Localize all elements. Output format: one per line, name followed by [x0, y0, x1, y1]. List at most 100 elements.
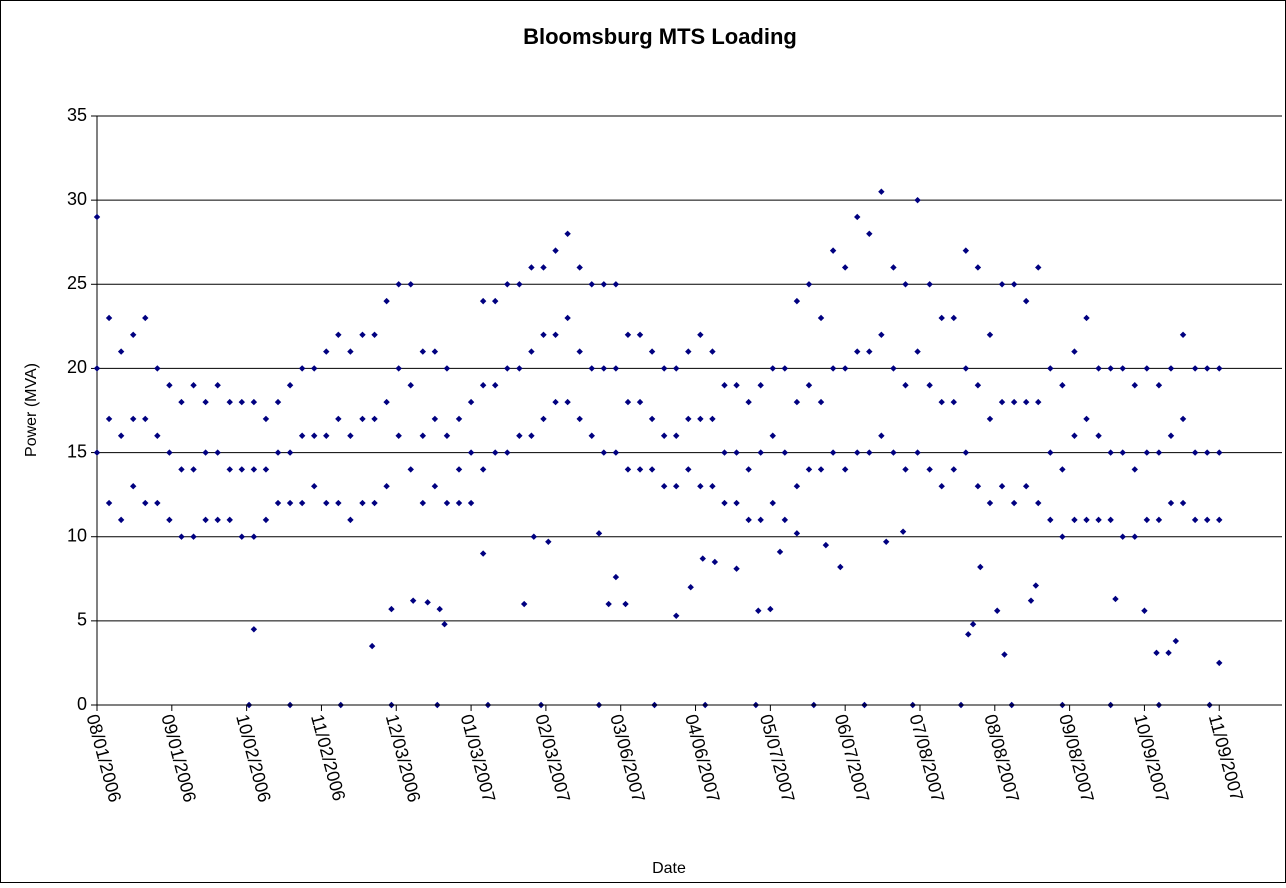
point: [226, 466, 233, 473]
point: [388, 605, 395, 613]
point: [612, 281, 620, 288]
point: [467, 499, 475, 507]
point: [311, 432, 318, 439]
point: [890, 449, 897, 456]
point: [1107, 449, 1114, 456]
point: [829, 247, 837, 254]
point: [793, 530, 801, 537]
point: [431, 483, 439, 490]
point: [419, 499, 427, 507]
point: [974, 264, 982, 271]
point: [1119, 365, 1126, 372]
point: [1071, 432, 1078, 439]
point: [588, 432, 595, 439]
point: [250, 398, 258, 406]
point: [130, 415, 137, 423]
point: [890, 365, 897, 372]
point: [709, 348, 716, 355]
point: [829, 449, 837, 456]
point: [214, 449, 221, 456]
y-axis-label: Power (MVA): [23, 363, 40, 457]
point: [424, 599, 431, 606]
point: [1010, 499, 1018, 507]
point: [767, 605, 774, 613]
point: [757, 516, 764, 524]
point: [419, 432, 427, 439]
point: [882, 538, 890, 545]
point: [1179, 499, 1187, 507]
point: [1155, 516, 1163, 524]
point: [636, 466, 644, 473]
point: [899, 528, 907, 535]
point: [986, 331, 994, 338]
point: [878, 331, 885, 338]
point: [395, 365, 402, 372]
y-tick-label: 35: [67, 105, 87, 125]
point: [117, 348, 125, 355]
point: [965, 631, 972, 638]
point: [1216, 365, 1223, 372]
point: [998, 398, 1006, 406]
point: [1022, 398, 1030, 406]
point: [1022, 483, 1030, 490]
point: [793, 297, 801, 305]
point: [1153, 649, 1160, 657]
point: [1035, 264, 1042, 271]
point: [1167, 499, 1175, 507]
point: [238, 466, 246, 473]
point: [552, 398, 559, 406]
point: [998, 281, 1006, 288]
point: [516, 281, 523, 288]
point: [660, 483, 668, 490]
point: [576, 264, 583, 271]
point: [600, 365, 608, 372]
point: [962, 365, 970, 372]
point: [520, 600, 528, 608]
scatter-points: [93, 188, 1223, 709]
point: [93, 449, 101, 456]
point: [142, 415, 149, 423]
point: [250, 466, 258, 473]
point: [769, 499, 776, 507]
point: [733, 565, 740, 572]
point: [1032, 582, 1040, 589]
point: [986, 415, 994, 423]
point: [492, 382, 499, 389]
point: [117, 516, 125, 524]
point: [492, 449, 499, 456]
point: [1203, 449, 1211, 456]
point: [769, 432, 776, 439]
point: [530, 533, 538, 540]
point: [902, 281, 909, 288]
point: [687, 584, 694, 591]
point: [142, 499, 149, 507]
point: [624, 331, 632, 338]
point: [455, 466, 463, 473]
point: [974, 382, 982, 389]
point: [1143, 449, 1151, 456]
point: [516, 365, 523, 372]
point: [250, 533, 258, 540]
point: [829, 365, 837, 372]
point: [441, 621, 448, 628]
point: [636, 398, 644, 406]
point: [1203, 516, 1211, 524]
point: [781, 449, 789, 456]
point: [781, 516, 789, 524]
point: [359, 331, 366, 338]
point: [974, 483, 982, 490]
point: [1155, 449, 1163, 456]
point: [564, 230, 571, 237]
point: [595, 530, 603, 537]
point: [841, 264, 849, 271]
point: [854, 213, 861, 221]
point: [262, 516, 270, 524]
point: [709, 483, 716, 490]
point: [781, 365, 789, 372]
point: [166, 449, 173, 456]
point: [214, 382, 221, 389]
point: [130, 331, 137, 338]
point: [202, 516, 209, 524]
point: [841, 466, 849, 473]
